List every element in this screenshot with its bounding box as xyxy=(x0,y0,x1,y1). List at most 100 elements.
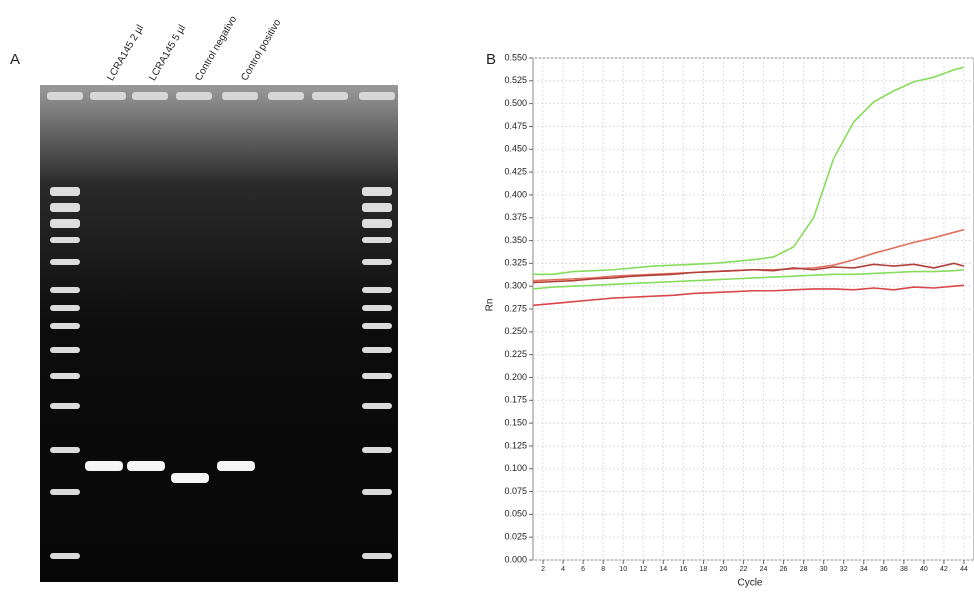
x-tick-label: 22 xyxy=(740,566,748,573)
y-axis-title: Rn xyxy=(485,299,496,312)
y-tick-label: 0.400 xyxy=(504,189,527,199)
ladder-band xyxy=(362,305,392,311)
x-tick-label: 32 xyxy=(840,566,848,573)
y-tick-label: 0.325 xyxy=(504,258,527,268)
x-tick-label: 40 xyxy=(920,566,928,573)
sample-band xyxy=(85,461,123,471)
ladder-band xyxy=(50,323,80,329)
ladder-band xyxy=(362,403,392,409)
y-tick-label: 0.250 xyxy=(504,326,527,336)
ladder-band xyxy=(50,447,80,453)
ladder-band xyxy=(50,237,80,243)
x-tick-label: 4 xyxy=(561,566,565,573)
ladder-band xyxy=(50,347,80,353)
x-tick-label: 20 xyxy=(720,566,728,573)
y-tick-label: 0.300 xyxy=(504,281,527,291)
ladder-band xyxy=(362,323,392,329)
ladder-band xyxy=(362,373,392,379)
well xyxy=(359,92,395,100)
y-tick-label: 0.375 xyxy=(504,212,527,222)
ladder-band xyxy=(362,347,392,353)
y-tick-label: 0.550 xyxy=(504,52,527,62)
lane-label: Control negativo xyxy=(193,14,239,83)
y-tick-label: 0.025 xyxy=(504,532,527,542)
ladder-band xyxy=(362,237,392,243)
x-tick-label: 34 xyxy=(860,566,868,573)
x-tick-label: 36 xyxy=(880,566,888,573)
gel-bands xyxy=(47,92,395,559)
sample-band xyxy=(171,473,209,483)
ladder-band xyxy=(362,219,392,228)
gel xyxy=(40,85,398,582)
y-tick-label: 0.175 xyxy=(504,395,527,405)
ladder-band xyxy=(362,259,392,265)
data-line xyxy=(532,262,965,284)
ladder-band xyxy=(362,287,392,293)
x-tick-label: 10 xyxy=(619,566,627,573)
ladder-band xyxy=(50,489,80,495)
well xyxy=(312,92,348,100)
well xyxy=(176,92,212,100)
y-tick-label: 0.000 xyxy=(504,554,527,564)
y-tick-label: 0.350 xyxy=(504,235,527,245)
y-tick-label: 0.125 xyxy=(504,440,527,450)
x-tick-label: 24 xyxy=(760,566,768,573)
x-tick-label: 28 xyxy=(800,566,808,573)
sample-band xyxy=(217,461,255,471)
lane-labels: LCRA145 2 µl LCRA145 5 µl Control negativo… xyxy=(105,14,283,83)
y-tick-label: 0.100 xyxy=(504,463,527,473)
ladder-band xyxy=(362,447,392,453)
panel-label: A xyxy=(10,51,20,68)
data-line xyxy=(532,284,965,307)
ladder-band xyxy=(50,373,80,379)
y-tick-label: 0.425 xyxy=(504,166,527,176)
ladder-band xyxy=(50,403,80,409)
ladder-band xyxy=(50,553,80,559)
y-tick-label: 0.150 xyxy=(504,417,527,427)
x-tick-label: 14 xyxy=(659,566,667,573)
x-tick-label: 42 xyxy=(940,566,948,573)
ladder-band xyxy=(50,259,80,265)
ladder-band xyxy=(362,553,392,559)
y-tick-label: 0.500 xyxy=(504,98,527,108)
lane-label: Control positivo xyxy=(239,17,283,83)
x-tick-label: 12 xyxy=(639,566,647,573)
y-tick-label: 0.225 xyxy=(504,349,527,359)
y-tick-label: 0.475 xyxy=(504,121,527,131)
well xyxy=(132,92,168,100)
x-axis-title: Cycle xyxy=(737,578,762,589)
ladder-band xyxy=(50,203,80,212)
y-tick-label: 0.450 xyxy=(504,144,527,154)
well xyxy=(268,92,304,100)
well xyxy=(222,92,258,100)
y-tick-label: 0.075 xyxy=(504,486,527,496)
x-tick-label: 8 xyxy=(601,566,605,573)
y-tick-label: 0.275 xyxy=(504,303,527,313)
lane-label: LCRA145 5 µl xyxy=(147,23,188,83)
well xyxy=(90,92,126,100)
ladder-band xyxy=(50,287,80,293)
y-tick-label: 0.525 xyxy=(504,75,527,85)
ladder-band xyxy=(362,203,392,212)
x-tick-label: 6 xyxy=(581,566,585,573)
ladder-band xyxy=(362,187,392,196)
ladder-band xyxy=(50,305,80,311)
sample-band xyxy=(127,461,165,471)
panel-label: B xyxy=(486,51,496,68)
x-tick-label: 30 xyxy=(820,566,828,573)
x-tick-label: 44 xyxy=(960,566,968,573)
x-tick-label: 16 xyxy=(679,566,687,573)
ladder-band xyxy=(50,219,80,228)
x-tick-label: 18 xyxy=(699,566,707,573)
lane-label: LCRA145 2 µl xyxy=(105,23,146,83)
well xyxy=(47,92,83,100)
data-line xyxy=(532,268,965,290)
y-tick-label: 0.200 xyxy=(504,372,527,382)
y-tick-label: 0.050 xyxy=(504,509,527,519)
x-tick-label: 38 xyxy=(900,566,908,573)
x-tick-label: 2 xyxy=(541,566,545,573)
x-tick-label: 26 xyxy=(780,566,788,573)
ladder-band xyxy=(50,187,80,196)
